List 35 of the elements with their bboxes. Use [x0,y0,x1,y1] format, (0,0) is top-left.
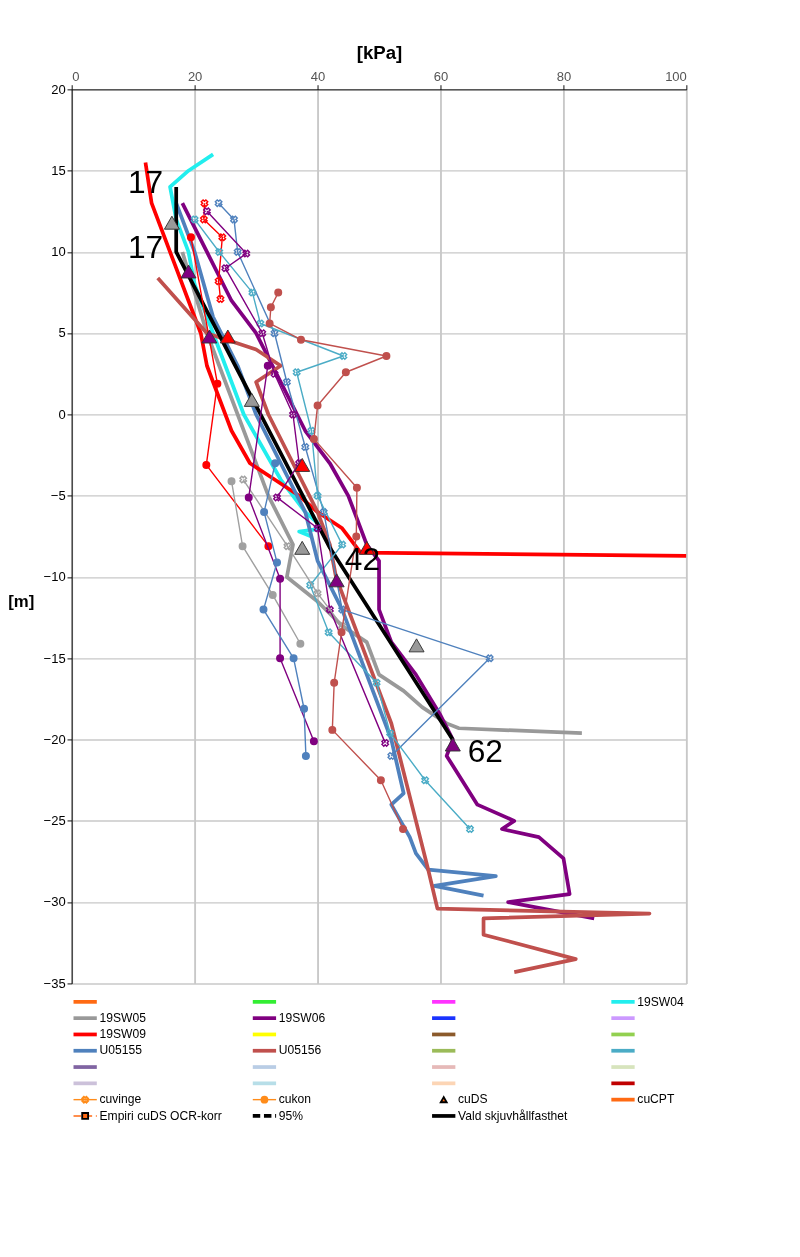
legend-label: U05156 [278,1043,322,1058]
x-tick-label: 0 [72,68,80,84]
legend-label: 19SW06 [278,1010,326,1025]
y-tick-label: 5 [58,325,66,341]
y-tick-label: −20 [43,731,66,747]
y-tick-label: 0 [58,406,66,422]
y-tick-label: −5 [50,487,66,503]
annotation: 62 [467,732,503,769]
legend-label: cuvinge [99,1092,142,1107]
y-tick-label: −35 [43,975,66,991]
legend-label: 19SW09 [99,1027,147,1042]
x-tick-label: 100 [665,68,687,84]
y-tick-label: −15 [43,650,66,666]
y-tick-label: 20 [51,81,66,97]
legend-label: 95% [278,1108,304,1123]
legend-label: Vald skjuvhållfasthet [458,1108,569,1123]
x-tick-label: 80 [556,68,572,84]
y-tick-label: 15 [51,162,66,178]
x-tick-label: 20 [187,68,203,84]
legend-label: cuDS [458,1092,488,1107]
x-axis-title: [kPa] [356,42,403,64]
legend-label: cuCPT [637,1092,675,1107]
legend-label: cukon [278,1092,312,1107]
y-tick-label: −25 [43,813,66,829]
y-tick-label: −10 [43,569,66,585]
x-tick-label: 40 [310,68,326,84]
y-tick-label: 10 [51,244,66,260]
y-axis-title: [m] [8,591,35,611]
annotation: 17 [127,228,164,265]
x-tick-label: 60 [433,68,449,84]
legend-label: Empiri cuDS OCR-korr [99,1108,222,1123]
legend-label: 19SW05 [99,1010,147,1025]
legend-label: U05155 [99,1043,143,1058]
legend-label: 19SW04 [637,994,684,1009]
y-tick-label: −30 [43,894,66,910]
